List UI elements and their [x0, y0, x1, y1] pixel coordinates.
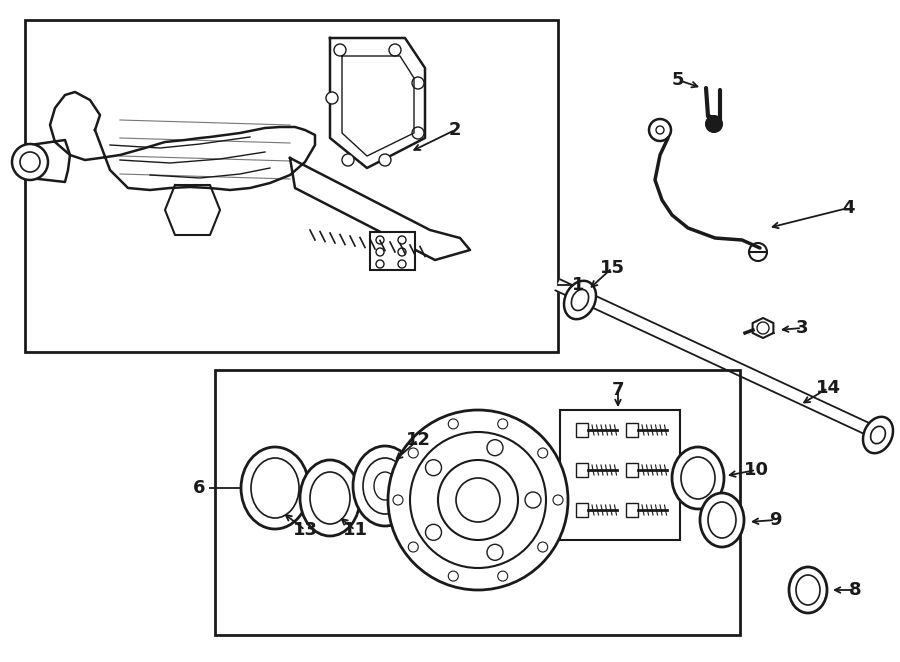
- Text: 12: 12: [406, 431, 430, 449]
- Polygon shape: [330, 38, 425, 168]
- Polygon shape: [290, 158, 470, 260]
- Circle shape: [525, 492, 541, 508]
- Bar: [576, 423, 588, 437]
- Text: 7: 7: [612, 381, 625, 399]
- Circle shape: [388, 410, 568, 590]
- Text: 6: 6: [193, 479, 205, 497]
- Circle shape: [498, 419, 508, 429]
- Bar: [626, 463, 638, 477]
- Bar: [560, 410, 680, 540]
- Ellipse shape: [870, 426, 886, 444]
- Text: 10: 10: [743, 461, 769, 479]
- Bar: [370, 232, 415, 270]
- Circle shape: [426, 459, 442, 476]
- Ellipse shape: [796, 575, 820, 605]
- Ellipse shape: [789, 567, 827, 613]
- Bar: [576, 503, 588, 517]
- Circle shape: [376, 236, 384, 244]
- Bar: [626, 503, 638, 517]
- Polygon shape: [752, 318, 773, 338]
- Circle shape: [448, 419, 458, 429]
- Circle shape: [398, 260, 406, 268]
- Text: 2: 2: [449, 121, 462, 139]
- Circle shape: [12, 144, 48, 180]
- Circle shape: [757, 322, 769, 334]
- Circle shape: [438, 460, 518, 540]
- Text: 1: 1: [572, 276, 584, 294]
- Circle shape: [537, 448, 548, 458]
- Circle shape: [426, 524, 442, 540]
- Circle shape: [487, 440, 503, 455]
- Ellipse shape: [374, 472, 396, 500]
- Ellipse shape: [863, 417, 893, 453]
- Circle shape: [706, 116, 722, 132]
- Ellipse shape: [700, 493, 744, 547]
- Text: 11: 11: [343, 521, 367, 539]
- Circle shape: [410, 432, 546, 568]
- Circle shape: [412, 77, 424, 89]
- Circle shape: [498, 571, 508, 581]
- Circle shape: [448, 571, 458, 581]
- Circle shape: [409, 448, 419, 458]
- Bar: [576, 463, 588, 477]
- Ellipse shape: [672, 447, 724, 509]
- Ellipse shape: [572, 289, 589, 310]
- Circle shape: [537, 542, 548, 552]
- Text: 4: 4: [842, 199, 854, 217]
- Text: 9: 9: [769, 511, 781, 529]
- Ellipse shape: [564, 281, 596, 319]
- Circle shape: [656, 126, 664, 134]
- Ellipse shape: [353, 446, 417, 526]
- Text: 13: 13: [292, 521, 318, 539]
- Ellipse shape: [363, 458, 407, 514]
- Ellipse shape: [681, 457, 715, 499]
- Ellipse shape: [300, 460, 360, 536]
- Circle shape: [749, 243, 767, 261]
- Text: 8: 8: [849, 581, 861, 599]
- Circle shape: [553, 495, 563, 505]
- Ellipse shape: [251, 458, 299, 518]
- Circle shape: [649, 119, 671, 141]
- Polygon shape: [50, 92, 315, 190]
- Circle shape: [389, 44, 401, 56]
- Circle shape: [409, 542, 419, 552]
- Bar: [25, 20, 558, 352]
- Ellipse shape: [708, 502, 736, 538]
- Bar: [626, 423, 638, 437]
- Circle shape: [379, 154, 391, 166]
- Circle shape: [376, 248, 384, 256]
- Text: 5: 5: [671, 71, 684, 89]
- Circle shape: [398, 236, 406, 244]
- Circle shape: [342, 154, 354, 166]
- Circle shape: [376, 260, 384, 268]
- Circle shape: [326, 92, 338, 104]
- Text: 15: 15: [599, 259, 625, 277]
- Text: 3: 3: [796, 319, 808, 337]
- Circle shape: [398, 248, 406, 256]
- Circle shape: [20, 152, 40, 172]
- Ellipse shape: [241, 447, 309, 529]
- Circle shape: [456, 478, 500, 522]
- Polygon shape: [165, 185, 220, 235]
- Polygon shape: [555, 279, 872, 436]
- Bar: [215, 370, 740, 635]
- Polygon shape: [30, 140, 70, 182]
- Circle shape: [334, 44, 346, 56]
- Circle shape: [487, 544, 503, 560]
- Ellipse shape: [310, 472, 350, 524]
- Circle shape: [393, 495, 403, 505]
- Circle shape: [412, 127, 424, 139]
- Text: 14: 14: [815, 379, 841, 397]
